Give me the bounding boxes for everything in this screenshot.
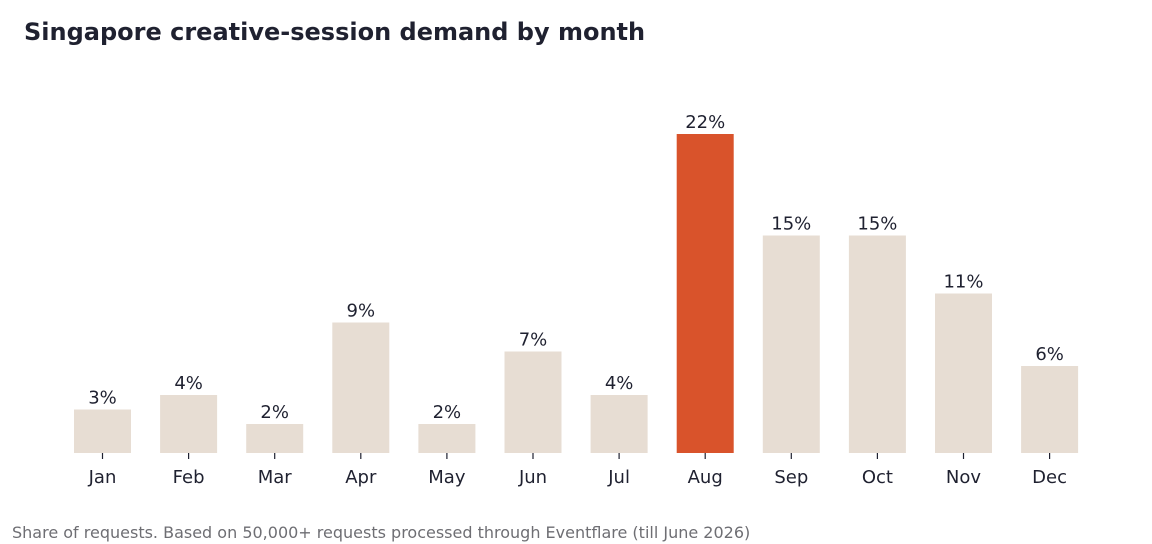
value-label-sep: 15% (771, 214, 811, 235)
x-tick-label-jun: Jun (518, 467, 547, 488)
value-label-may: 2% (433, 402, 462, 423)
value-label-jun: 7% (519, 330, 548, 351)
x-tick-label-jan: Jan (88, 467, 117, 488)
x-tick-label-mar: Mar (258, 467, 293, 488)
x-axis-ticks-group (101, 453, 1051, 459)
bar-sep (762, 235, 820, 453)
value-label-jul: 4% (605, 373, 634, 394)
bar-jul (590, 395, 648, 453)
x-tick-label-oct: Oct (862, 467, 893, 488)
bar-dec (1021, 366, 1079, 453)
bar-may (418, 424, 476, 453)
value-label-aug: 22% (685, 112, 725, 133)
value-label-dec: 6% (1035, 344, 1064, 365)
x-tick-label-nov: Nov (946, 467, 981, 488)
bar-aug (676, 134, 734, 453)
footnote: Share of requests. Based on 50,000+ requ… (12, 523, 751, 542)
x-tick-label-may: May (428, 467, 466, 488)
value-labels-group: 3% 4% 2% 9% 2% 7% 4% 22% 15% 15% 11% 6% (88, 112, 1064, 423)
x-tick-label-sep: Sep (774, 467, 808, 488)
x-tick-label-apr: Apr (345, 467, 377, 488)
x-tick-label-feb: Feb (173, 467, 205, 488)
bar-jan (74, 409, 131, 453)
bar-feb (160, 395, 218, 453)
x-tick-label-aug: Aug (688, 467, 723, 488)
value-label-oct: 15% (857, 214, 897, 235)
x-axis-tick-labels-group: Jan Feb Mar Apr May Jun Jul Aug Sep Oct Nov Dec (88, 467, 1067, 488)
x-tick-label-dec: Dec (1032, 467, 1067, 488)
x-tick-label-jul: Jul (607, 467, 630, 488)
bar-jun (504, 351, 562, 453)
value-label-jan: 3% (88, 388, 117, 409)
value-label-nov: 11% (943, 272, 983, 293)
value-label-mar: 2% (260, 402, 289, 423)
bars-group (74, 134, 1079, 453)
bar-apr (332, 322, 390, 453)
bar-oct (848, 235, 906, 453)
bar-mar (246, 424, 304, 453)
value-label-apr: 9% (347, 301, 376, 322)
bar-nov (935, 293, 992, 453)
value-label-feb: 4% (174, 373, 203, 394)
chart-title: Singapore creative-session demand by mon… (24, 18, 646, 46)
